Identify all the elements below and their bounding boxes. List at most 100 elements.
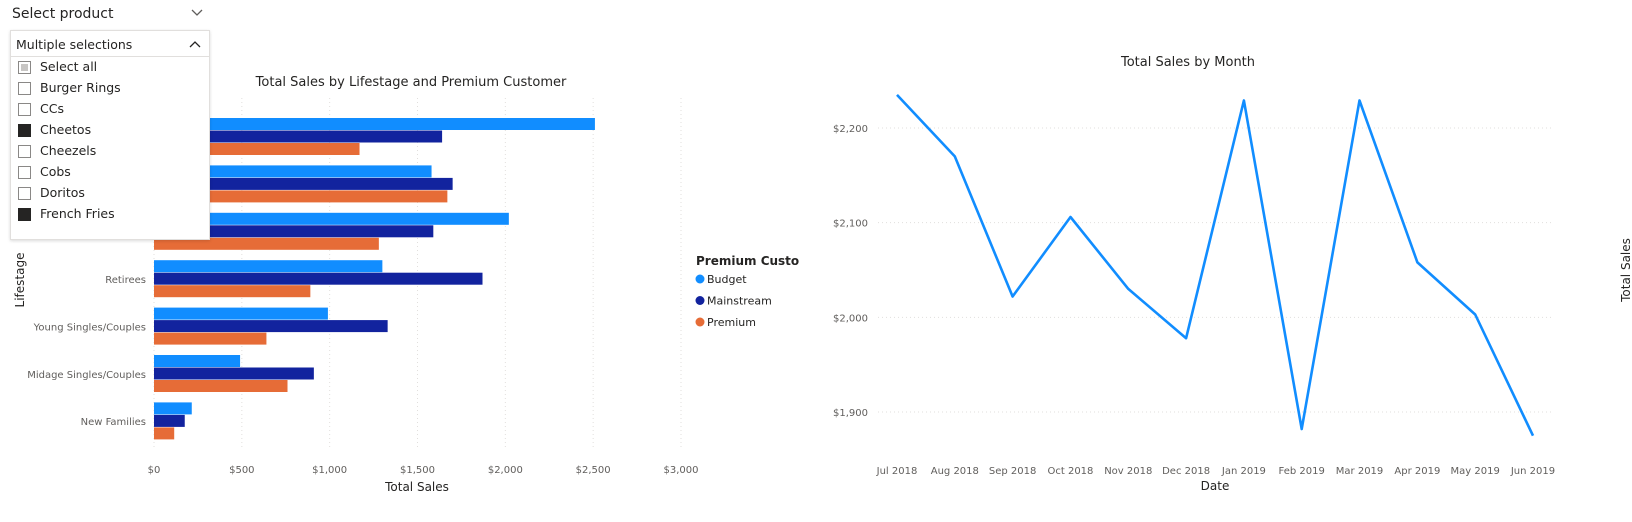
bar-budget[interactable] bbox=[154, 212, 509, 225]
y-tick-label: $2,100 bbox=[833, 219, 868, 230]
x-tick-label: Jun 2019 bbox=[1510, 466, 1555, 477]
slicer-item-label: Cheezels bbox=[40, 143, 97, 158]
y-tick-label: $2,000 bbox=[833, 313, 868, 324]
x-tick-label: $500 bbox=[229, 465, 254, 476]
bar-budget[interactable] bbox=[154, 355, 241, 367]
slicer-item-label: French Fries bbox=[40, 206, 115, 221]
checkbox[interactable] bbox=[18, 61, 31, 74]
slicer-item-label: Doritos bbox=[40, 185, 85, 200]
checkbox[interactable] bbox=[18, 166, 31, 179]
legend-title: Premium Customer bbox=[696, 254, 800, 268]
slicer-item[interactable]: Cheezels bbox=[18, 143, 204, 163]
data-point[interactable] bbox=[1242, 99, 1246, 103]
slicer-item-label: Cheetos bbox=[40, 122, 92, 137]
chevron-up-icon[interactable] bbox=[188, 37, 202, 51]
sales-by-month-chart: Total Sales by Month $1,900 $2,000 $2,100 $… bbox=[833, 55, 1632, 493]
chevron-down-icon[interactable] bbox=[190, 6, 204, 20]
checkbox[interactable] bbox=[18, 187, 31, 200]
bar-budget[interactable] bbox=[154, 402, 192, 415]
product-slicer-dropdown[interactable]: Multiple selections Select all Burger Rin… bbox=[10, 30, 210, 240]
slicer-item[interactable]: Doritos bbox=[18, 185, 204, 205]
y-axis-title: Total Sales bbox=[1619, 238, 1632, 303]
data-point[interactable] bbox=[1358, 99, 1362, 103]
bar-budget[interactable] bbox=[154, 260, 383, 273]
x-tick-label: $3,000 bbox=[664, 465, 699, 476]
data-point[interactable] bbox=[1126, 287, 1130, 291]
legend-entry[interactable]: Premium bbox=[707, 316, 756, 329]
x-tick-label: $2,500 bbox=[576, 465, 611, 476]
data-point[interactable] bbox=[895, 93, 899, 97]
x-tick-label: Mar 2019 bbox=[1336, 466, 1384, 477]
slicer-item-label: Burger Rings bbox=[40, 80, 121, 95]
data-point[interactable] bbox=[1068, 215, 1072, 219]
checkbox[interactable] bbox=[18, 124, 31, 137]
data-point[interactable] bbox=[1011, 295, 1015, 299]
legend-entry[interactable]: Mainstream bbox=[707, 295, 772, 308]
x-tick-label: Nov 2018 bbox=[1104, 466, 1152, 477]
bar-budget[interactable] bbox=[154, 165, 432, 178]
x-tick-label: $2,000 bbox=[488, 465, 523, 476]
x-axis-title: Date bbox=[1201, 479, 1230, 493]
data-point[interactable] bbox=[1184, 336, 1188, 340]
sales-by-lifestage-chart: Total Sales by Lifestage and Premium Cus… bbox=[13, 75, 800, 494]
data-point[interactable] bbox=[1473, 312, 1477, 316]
x-tick-label: Dec 2018 bbox=[1162, 466, 1210, 477]
slicer-item[interactable]: CCs bbox=[18, 101, 204, 121]
checkbox[interactable] bbox=[18, 103, 31, 116]
bar-budget[interactable] bbox=[154, 307, 328, 320]
x-tick-label: Oct 2018 bbox=[1047, 466, 1093, 477]
slicer-item[interactable]: Burger Rings bbox=[18, 80, 204, 100]
slicer-item[interactable]: Select all bbox=[18, 59, 204, 79]
legend-marker bbox=[695, 274, 705, 284]
data-point[interactable] bbox=[1531, 434, 1535, 438]
y-category-label: New Families bbox=[81, 417, 146, 428]
slicer-title: Select product bbox=[12, 6, 114, 22]
data-point[interactable] bbox=[953, 154, 957, 158]
bar-premium[interactable] bbox=[154, 332, 267, 345]
slicer-combo-box[interactable]: Multiple selections bbox=[11, 31, 209, 57]
x-tick-label: Aug 2018 bbox=[931, 466, 979, 477]
slicer-item[interactable]: Cobs bbox=[18, 164, 204, 184]
data-point[interactable] bbox=[1300, 427, 1304, 431]
x-tick-label: Jul 2018 bbox=[876, 466, 918, 477]
x-axis-title: Total Sales bbox=[384, 480, 449, 494]
series-line[interactable] bbox=[896, 94, 1535, 437]
bar-budget[interactable] bbox=[154, 118, 595, 130]
data-point[interactable] bbox=[1415, 260, 1419, 264]
legend-entry[interactable]: Budget bbox=[707, 273, 747, 286]
slicer-item-label: Cobs bbox=[40, 164, 71, 179]
slicer-selection-text: Multiple selections bbox=[16, 37, 133, 52]
legend-marker bbox=[695, 296, 705, 305]
x-tick-label: May 2019 bbox=[1451, 466, 1500, 477]
bar-premium[interactable] bbox=[154, 427, 175, 440]
x-tick-label: Sep 2018 bbox=[989, 466, 1036, 477]
slicer-item[interactable]: Cheetos bbox=[18, 122, 204, 142]
legend-marker bbox=[695, 317, 705, 327]
slicer-item[interactable]: French Fries bbox=[18, 206, 204, 226]
bar-premium[interactable] bbox=[154, 285, 311, 298]
bar-mainstream[interactable] bbox=[154, 225, 434, 238]
slicer-item-label: Select all bbox=[40, 59, 98, 74]
y-category-label: Midage Singles/Couples bbox=[27, 370, 146, 381]
bar-mainstream[interactable] bbox=[154, 130, 443, 143]
x-tick-label: $0 bbox=[148, 465, 161, 476]
chart-title: Total Sales by Month bbox=[1120, 55, 1255, 70]
bar-mainstream[interactable] bbox=[154, 272, 483, 285]
checkbox[interactable] bbox=[18, 82, 31, 95]
x-tick-label: Jan 2019 bbox=[1221, 466, 1266, 477]
bar-mainstream[interactable] bbox=[154, 367, 314, 380]
x-tick-label: $1,500 bbox=[400, 465, 435, 476]
checkbox[interactable] bbox=[18, 208, 31, 221]
bar-premium[interactable] bbox=[154, 380, 288, 392]
bar-mainstream[interactable] bbox=[154, 177, 453, 190]
bar-premium[interactable] bbox=[154, 237, 379, 250]
checkbox[interactable] bbox=[18, 145, 31, 158]
bar-premium[interactable] bbox=[154, 190, 448, 203]
bar-mainstream[interactable] bbox=[154, 320, 388, 333]
bar-mainstream[interactable] bbox=[154, 414, 185, 427]
x-tick-label: Apr 2019 bbox=[1394, 466, 1440, 477]
y-axis-title: Lifestage bbox=[13, 253, 27, 308]
chart-title: Total Sales by Lifestage and Premium Cus… bbox=[255, 75, 567, 90]
x-tick-label: Feb 2019 bbox=[1279, 466, 1325, 477]
y-tick-label: $2,200 bbox=[833, 124, 868, 135]
